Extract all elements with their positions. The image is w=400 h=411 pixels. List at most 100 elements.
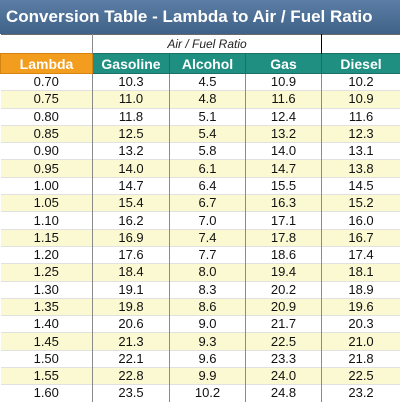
cell-alcohol: 5.1 bbox=[169, 107, 246, 126]
cell-diesel: 16.0 bbox=[321, 211, 400, 230]
cell-gasoline: 20.6 bbox=[92, 315, 170, 333]
conversion-table: Air / Fuel Ratio Lambda Gasoline Alcohol… bbox=[0, 34, 400, 402]
cell-gas: 21.7 bbox=[244, 315, 323, 333]
table-row: 0.80 11.8 5.1 12.4 11.6 bbox=[0, 107, 400, 126]
table-body: 0.70 10.3 4.5 10.9 10.2 0.75 11.0 4.8 11.6 10.9 0.… bbox=[0, 72, 400, 402]
cell-diesel: 15.2 bbox=[321, 194, 400, 212]
table-row: 1.50 22.1 9.6 23.3 21.8 bbox=[0, 349, 400, 368]
table-row: 1.20 17.6 7.7 18.6 17.4 bbox=[0, 245, 400, 264]
cell-gas: 17.8 bbox=[244, 228, 323, 247]
cell-alcohol: 9.6 bbox=[169, 349, 246, 368]
cell-lambda: 1.05 bbox=[0, 194, 93, 212]
cell-diesel: 14.5 bbox=[321, 176, 400, 195]
table-row: 0.75 11.0 4.8 11.6 10.9 bbox=[0, 90, 400, 109]
cell-gasoline: 12.5 bbox=[92, 124, 170, 143]
table-row: 1.00 14.7 6.4 15.5 14.5 bbox=[0, 176, 400, 195]
cell-diesel: 13.1 bbox=[321, 142, 400, 160]
cell-gas: 17.1 bbox=[244, 211, 323, 230]
table-row: 1.45 21.3 9.3 22.5 21.0 bbox=[0, 332, 400, 351]
table-row: 1.40 20.6 9.0 21.7 20.3 bbox=[0, 315, 400, 333]
cell-diesel: 17.4 bbox=[321, 245, 400, 264]
cell-lambda: 1.20 bbox=[0, 245, 93, 264]
cell-gas: 12.4 bbox=[244, 107, 323, 126]
cell-gasoline: 10.3 bbox=[92, 72, 170, 91]
cell-lambda: 1.35 bbox=[0, 297, 93, 316]
cell-diesel: 11.6 bbox=[321, 107, 400, 126]
cell-lambda: 1.55 bbox=[0, 367, 93, 385]
air-fuel-ratio-group-label: Air / Fuel Ratio bbox=[91, 34, 323, 54]
cell-gas: 16.3 bbox=[244, 194, 323, 212]
cell-alcohol: 10.2 bbox=[169, 384, 246, 402]
cell-lambda: 0.80 bbox=[0, 107, 93, 126]
table-row: 1.55 22.8 9.9 24.0 22.5 bbox=[0, 367, 400, 385]
cell-gasoline: 13.2 bbox=[92, 142, 170, 160]
cell-gas: 24.0 bbox=[244, 367, 323, 385]
cell-alcohol: 4.8 bbox=[169, 90, 246, 109]
cell-alcohol: 9.0 bbox=[169, 315, 246, 333]
cell-lambda: 1.15 bbox=[0, 228, 93, 247]
column-header-row: Lambda Gasoline Alcohol Gas Diesel bbox=[0, 53, 400, 74]
cell-gas: 24.8 bbox=[244, 384, 323, 402]
cell-diesel: 13.8 bbox=[321, 159, 400, 178]
cell-lambda: 0.75 bbox=[0, 90, 93, 109]
table-row: 0.95 14.0 6.1 14.7 13.8 bbox=[0, 159, 400, 178]
cell-gasoline: 11.0 bbox=[92, 90, 170, 109]
cell-diesel: 18.9 bbox=[321, 280, 400, 299]
cell-gas: 20.2 bbox=[244, 280, 323, 299]
cell-gasoline: 19.1 bbox=[92, 280, 170, 299]
cell-lambda: 1.45 bbox=[0, 332, 93, 351]
cell-lambda: 1.60 bbox=[0, 384, 93, 402]
cell-alcohol: 5.8 bbox=[169, 142, 246, 160]
cell-gasoline: 16.9 bbox=[92, 228, 170, 247]
cell-lambda: 0.95 bbox=[0, 159, 93, 178]
cell-diesel: 19.6 bbox=[321, 297, 400, 316]
group-header-blank bbox=[0, 34, 93, 54]
cell-lambda: 0.70 bbox=[0, 72, 93, 91]
cell-alcohol: 9.3 bbox=[169, 332, 246, 351]
group-header-blank-right bbox=[321, 34, 400, 54]
table-row: 1.25 18.4 8.0 19.4 18.1 bbox=[0, 263, 400, 282]
table-row: 0.90 13.2 5.8 14.0 13.1 bbox=[0, 142, 400, 160]
cell-alcohol: 8.0 bbox=[169, 263, 246, 282]
cell-diesel: 10.2 bbox=[321, 72, 400, 91]
cell-gas: 10.9 bbox=[244, 72, 323, 91]
cell-alcohol: 7.0 bbox=[169, 211, 246, 230]
table-row: 1.60 23.5 10.2 24.8 23.2 bbox=[0, 384, 400, 402]
cell-lambda: 1.00 bbox=[0, 176, 93, 195]
cell-diesel: 22.5 bbox=[321, 367, 400, 385]
cell-gas: 11.6 bbox=[244, 90, 323, 109]
cell-gasoline: 22.1 bbox=[92, 349, 170, 368]
cell-diesel: 18.1 bbox=[321, 263, 400, 282]
cell-gasoline: 11.8 bbox=[92, 107, 170, 126]
cell-diesel: 23.2 bbox=[321, 384, 400, 402]
column-header-diesel: Diesel bbox=[321, 53, 400, 74]
cell-alcohol: 6.7 bbox=[169, 194, 246, 212]
cell-lambda: 0.90 bbox=[0, 142, 93, 160]
cell-lambda: 1.25 bbox=[0, 263, 93, 282]
cell-lambda: 1.40 bbox=[0, 315, 93, 333]
cell-gasoline: 15.4 bbox=[92, 194, 170, 212]
cell-lambda: 0.85 bbox=[0, 124, 93, 143]
cell-diesel: 21.8 bbox=[321, 349, 400, 368]
cell-alcohol: 7.4 bbox=[169, 228, 246, 247]
cell-gas: 22.5 bbox=[244, 332, 323, 351]
page-title: Conversion Table - Lambda to Air / Fuel … bbox=[0, 0, 400, 34]
cell-alcohol: 8.3 bbox=[169, 280, 246, 299]
cell-gasoline: 16.2 bbox=[92, 211, 170, 230]
column-header-gasoline: Gasoline bbox=[92, 53, 170, 74]
table-row: 1.10 16.2 7.0 17.1 16.0 bbox=[0, 211, 400, 230]
table-row: 0.85 12.5 5.4 13.2 12.3 bbox=[0, 124, 400, 143]
cell-alcohol: 5.4 bbox=[169, 124, 246, 143]
cell-gasoline: 14.7 bbox=[92, 176, 170, 195]
cell-gas: 18.6 bbox=[244, 245, 323, 264]
cell-alcohol: 8.6 bbox=[169, 297, 246, 316]
cell-diesel: 16.7 bbox=[321, 228, 400, 247]
group-header-row: Air / Fuel Ratio bbox=[0, 34, 400, 54]
cell-lambda: 1.30 bbox=[0, 280, 93, 299]
cell-alcohol: 6.1 bbox=[169, 159, 246, 178]
cell-alcohol: 7.7 bbox=[169, 245, 246, 264]
cell-gas: 14.0 bbox=[244, 142, 323, 160]
table-row: 1.30 19.1 8.3 20.2 18.9 bbox=[0, 280, 400, 299]
cell-alcohol: 6.4 bbox=[169, 176, 246, 195]
cell-gas: 19.4 bbox=[244, 263, 323, 282]
